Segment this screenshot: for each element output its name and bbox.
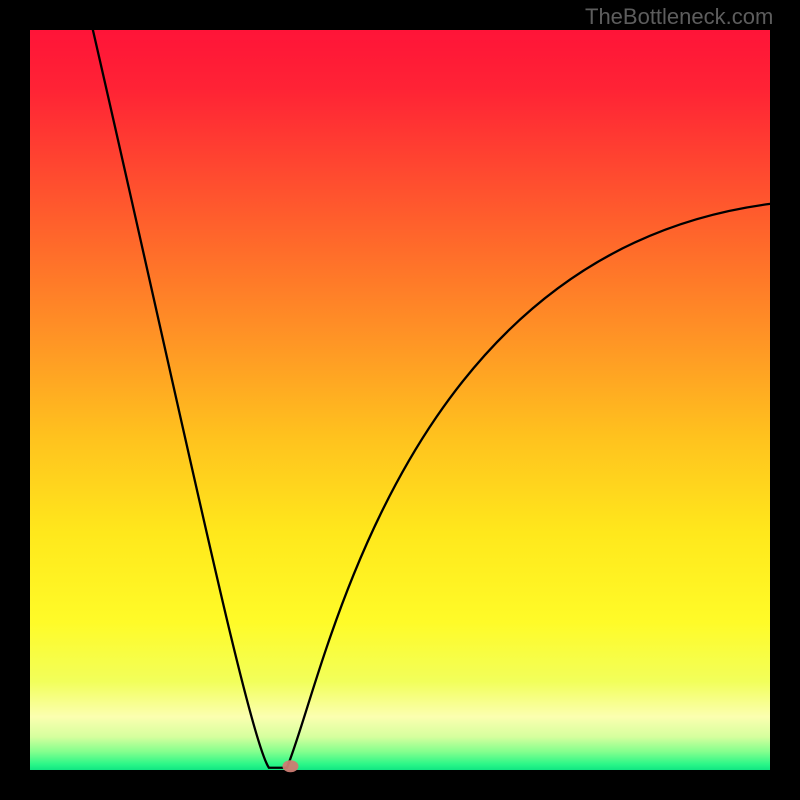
plot-gradient-area bbox=[30, 30, 770, 770]
bottleneck-chart bbox=[0, 0, 800, 800]
watermark-text: TheBottleneck.com bbox=[585, 4, 773, 30]
optimum-marker bbox=[282, 760, 298, 772]
